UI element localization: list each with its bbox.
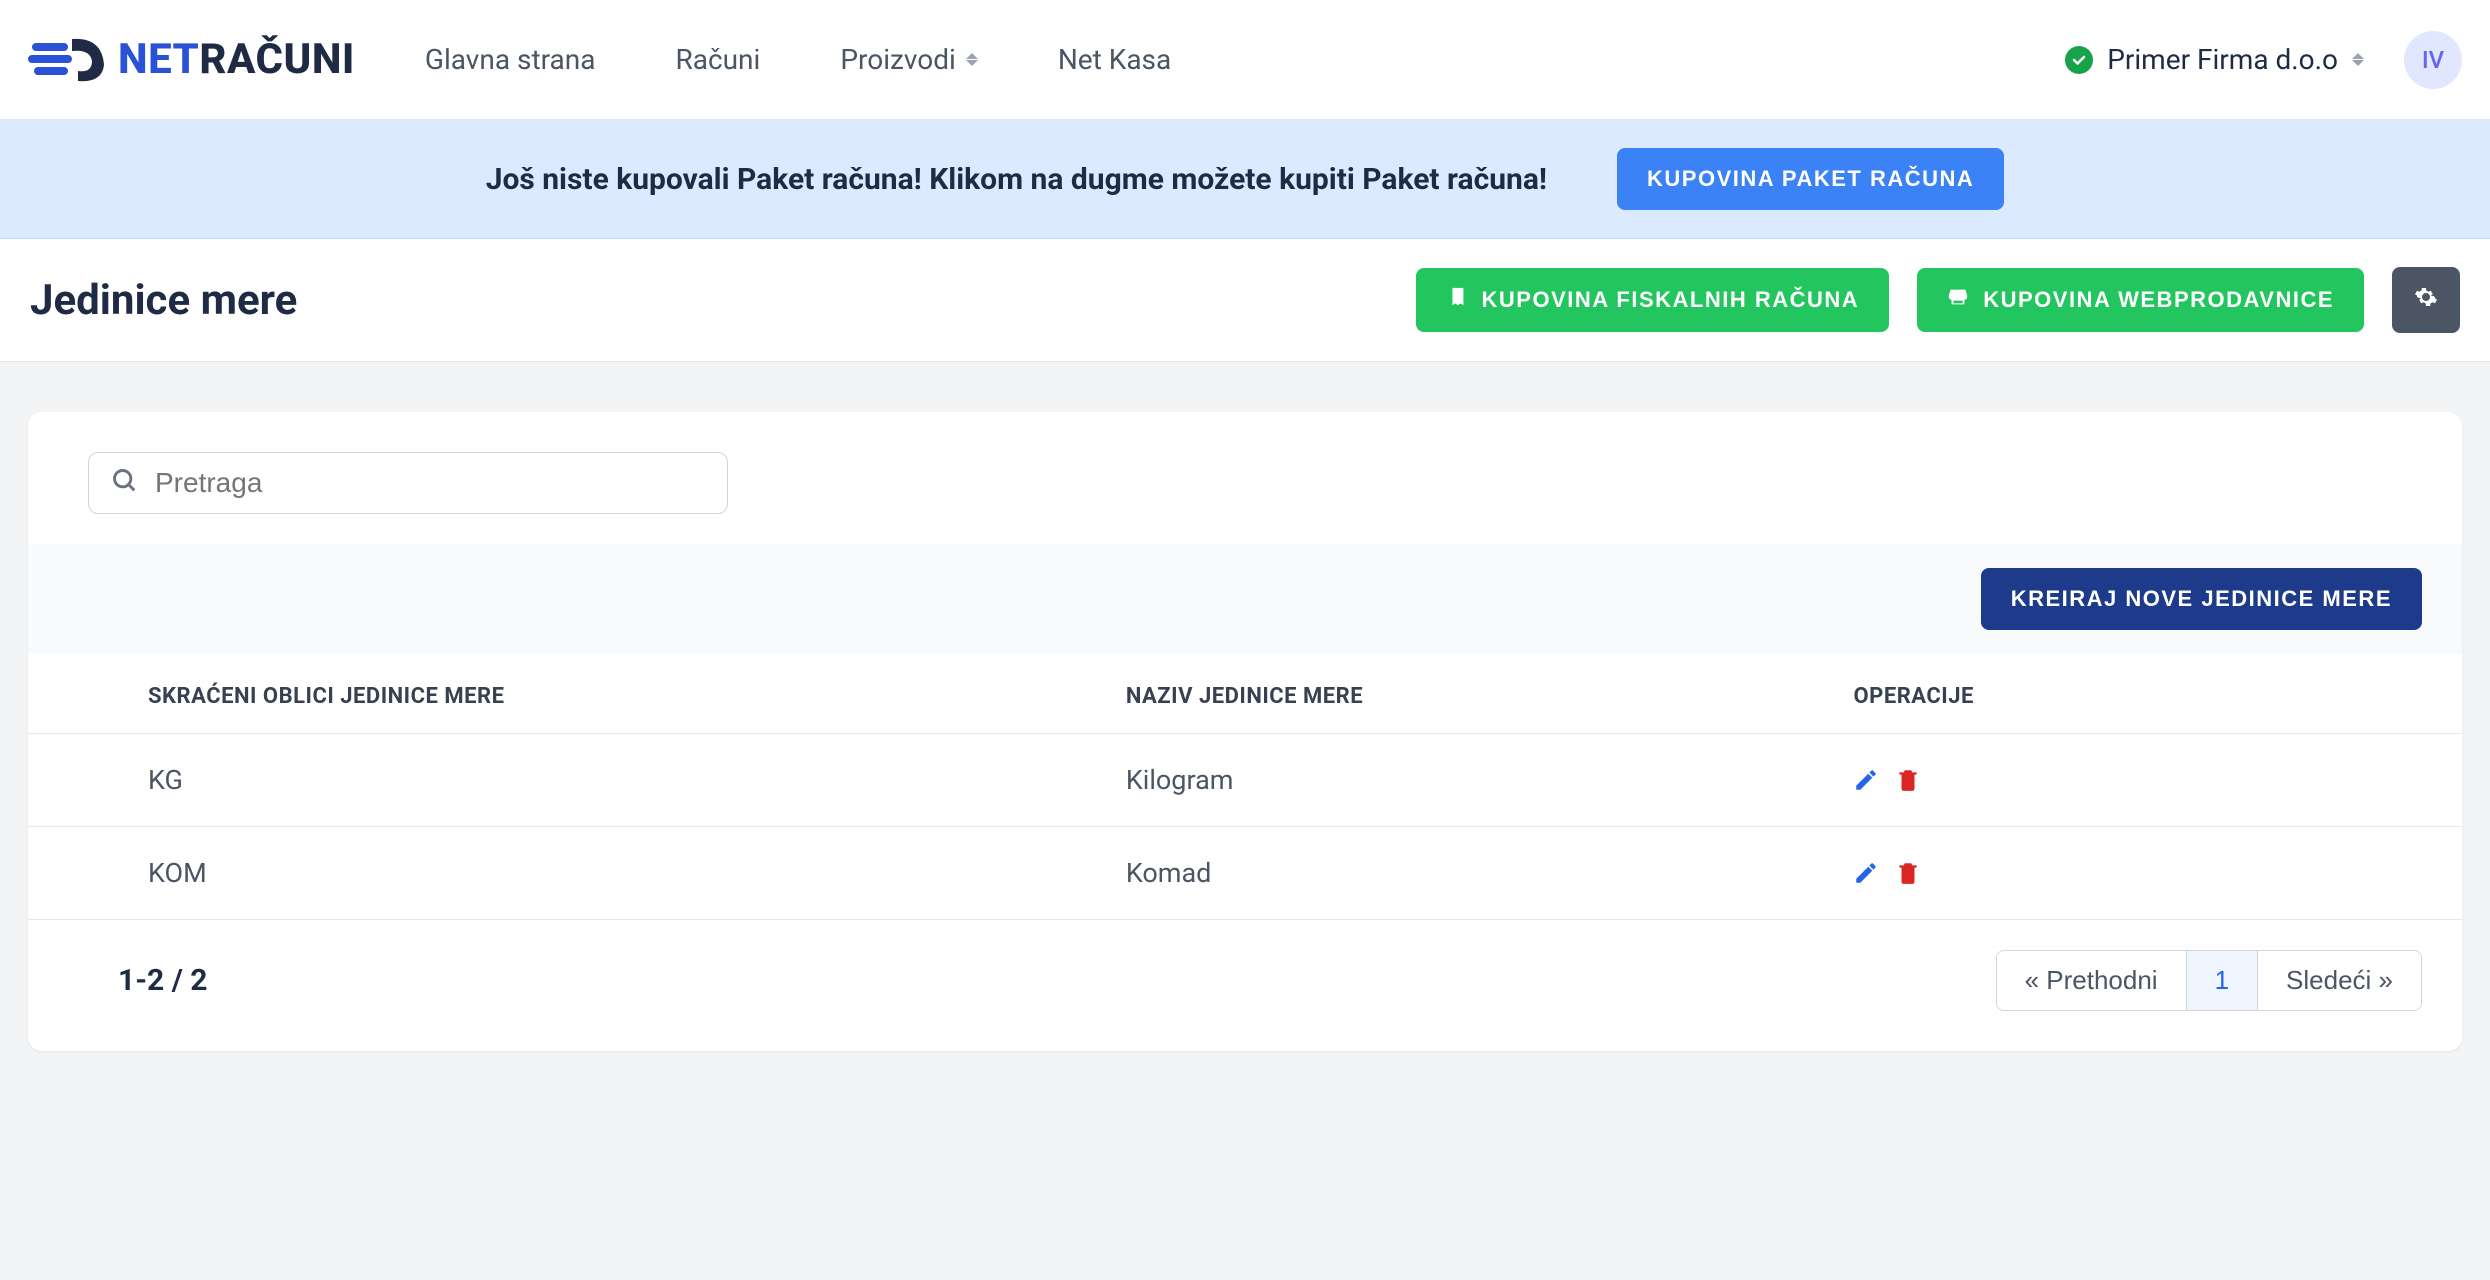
- th-short: SKRAĆENI OBLICI JEDINICE MERE: [148, 684, 1126, 709]
- search-box: [88, 452, 728, 514]
- store-icon: [1947, 286, 1969, 314]
- table-row: KOM Komad: [28, 827, 2462, 920]
- company-name: Primer Firma d.o.o: [2107, 43, 2338, 76]
- page-1-button[interactable]: 1: [2187, 951, 2258, 1010]
- pencil-icon: [1853, 860, 1879, 886]
- logo-text: NETRAČUNI: [118, 35, 355, 84]
- delete-button[interactable]: [1895, 860, 1921, 886]
- promo-banner: Još niste kupovali Paket računa! Klikom …: [0, 120, 2490, 239]
- nav-item-products[interactable]: Proizvodi: [840, 43, 977, 76]
- nav-item-home[interactable]: Glavna strana: [425, 43, 596, 76]
- top-navbar: NETRAČUNI Glavna strana Računi Proizvodi…: [0, 0, 2490, 120]
- nav-label: Net Kasa: [1058, 43, 1171, 76]
- receipt-icon: [1446, 286, 1468, 314]
- table-toolbar: KREIRAJ NOVE JEDINICE MERE: [28, 544, 2462, 654]
- avatar[interactable]: IV: [2404, 31, 2462, 89]
- prev-button[interactable]: « Prethodni: [1997, 951, 2187, 1010]
- cell-ops: [1853, 767, 2422, 793]
- page-header: Jedinice mere KUPOVINA FISKALNIH RAČUNA …: [0, 239, 2490, 362]
- pager: « Prethodni 1 Sledeći »: [1996, 950, 2422, 1011]
- page-summary: 1-2 / 2: [118, 963, 208, 998]
- create-unit-button[interactable]: KREIRAJ NOVE JEDINICE MERE: [1981, 568, 2422, 630]
- search-icon: [111, 467, 139, 499]
- settings-button[interactable]: [2392, 267, 2460, 333]
- buy-webshop-button[interactable]: KUPOVINA WEBPRODAVNICE: [1917, 268, 2364, 332]
- cell-ops: [1853, 860, 2422, 886]
- button-label: KREIRAJ NOVE JEDINICE MERE: [2011, 586, 2392, 612]
- table-row: KG Kilogram: [28, 734, 2462, 827]
- button-label: KUPOVINA PAKET RAČUNA: [1647, 166, 1974, 192]
- logo-mark-icon: [28, 33, 108, 87]
- chevron-updown-icon: [2352, 53, 2364, 66]
- nav-item-netkasa[interactable]: Net Kasa: [1058, 43, 1171, 76]
- button-label: KUPOVINA WEBPRODAVNICE: [1983, 287, 2334, 313]
- next-button[interactable]: Sledeći »: [2258, 951, 2421, 1010]
- edit-button[interactable]: [1853, 767, 1879, 793]
- table-header: SKRAĆENI OBLICI JEDINICE MERE NAZIV JEDI…: [28, 654, 2462, 734]
- header-actions: KUPOVINA FISKALNIH RAČUNA KUPOVINA WEBPR…: [1416, 267, 2460, 333]
- content-area: KREIRAJ NOVE JEDINICE MERE SKRAĆENI OBLI…: [0, 362, 2490, 1101]
- search-wrap: [28, 452, 2462, 544]
- nav-item-invoices[interactable]: Računi: [675, 43, 760, 76]
- units-card: KREIRAJ NOVE JEDINICE MERE SKRAĆENI OBLI…: [28, 412, 2462, 1051]
- edit-button[interactable]: [1853, 860, 1879, 886]
- gear-icon: [2414, 285, 2438, 315]
- trash-icon: [1895, 860, 1921, 886]
- company-selector[interactable]: Primer Firma d.o.o: [2065, 43, 2364, 76]
- avatar-initials: IV: [2422, 46, 2444, 74]
- cell-name: Komad: [1126, 857, 1854, 889]
- button-label: KUPOVINA FISKALNIH RAČUNA: [1482, 287, 1860, 313]
- delete-button[interactable]: [1895, 767, 1921, 793]
- buy-fiscal-button[interactable]: KUPOVINA FISKALNIH RAČUNA: [1416, 268, 1890, 332]
- pencil-icon: [1853, 767, 1879, 793]
- cell-short: KG: [148, 764, 1126, 796]
- banner-text: Još niste kupovali Paket računa! Klikom …: [486, 162, 1547, 197]
- cell-name: Kilogram: [1126, 764, 1854, 796]
- nav-label: Proizvodi: [840, 43, 955, 76]
- nav-items: Glavna strana Računi Proizvodi Net Kasa: [425, 43, 1171, 76]
- page-title: Jedinice mere: [30, 276, 297, 325]
- trash-icon: [1895, 767, 1921, 793]
- buy-package-button[interactable]: KUPOVINA PAKET RAČUNA: [1617, 148, 2004, 210]
- th-name: NAZIV JEDINICE MERE: [1126, 684, 1854, 709]
- chevron-updown-icon: [966, 53, 978, 66]
- units-table: SKRAĆENI OBLICI JEDINICE MERE NAZIV JEDI…: [28, 654, 2462, 920]
- pagination: 1-2 / 2 « Prethodni 1 Sledeći »: [28, 920, 2462, 1021]
- check-icon: [2065, 46, 2093, 74]
- search-input[interactable]: [155, 467, 705, 499]
- cell-short: KOM: [148, 857, 1126, 889]
- logo[interactable]: NETRAČUNI: [28, 33, 355, 87]
- nav-label: Računi: [675, 43, 760, 76]
- nav-label: Glavna strana: [425, 43, 596, 76]
- th-ops: OPERACIJE: [1853, 684, 2422, 709]
